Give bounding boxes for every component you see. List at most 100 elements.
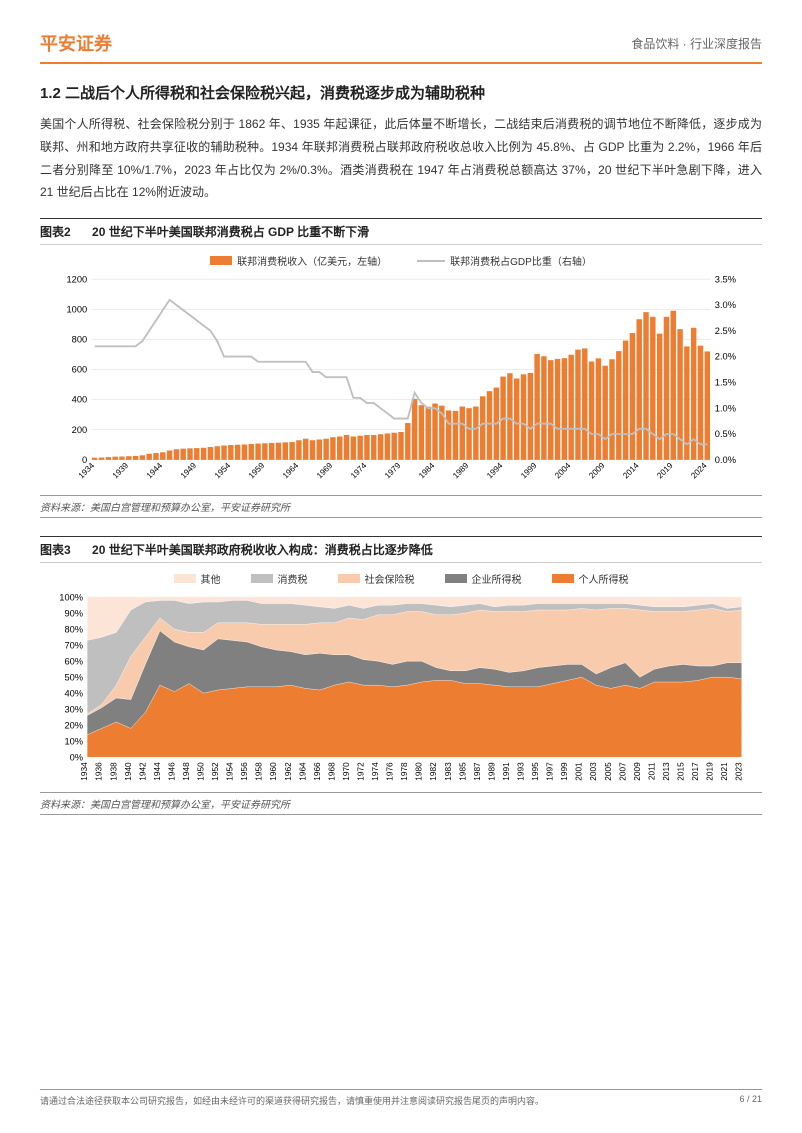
figure-2-source: 资料来源：美国白宫管理和预算办公室，平安证券研究所 [40,495,762,518]
svg-text:1989: 1989 [487,762,496,781]
legend-area-label: 个人所得税 [579,571,629,586]
figure-3-legend: 其他消费税社会保险税企业所得税个人所得税 [50,571,752,586]
svg-text:40%: 40% [64,688,83,698]
svg-text:600: 600 [72,365,88,375]
logo: 平安证券 [40,30,112,56]
svg-text:1948: 1948 [182,762,191,781]
svg-text:2024: 2024 [689,461,709,481]
svg-text:1997: 1997 [546,762,555,781]
svg-text:2014: 2014 [621,461,641,481]
page-header: 平安证券 食品饮料 · 行业深度报告 [40,30,762,64]
figure-2-number: 图表2 [40,225,71,239]
svg-text:1964: 1964 [281,461,301,481]
figure-3: 图表3 20 世纪下半叶美国联邦政府税收收入构成：消费税占比逐步降低 其他 消费税… [40,536,762,815]
svg-text:2.0%: 2.0% [715,352,736,362]
svg-text:1954: 1954 [226,762,235,781]
svg-text:2003: 2003 [589,762,598,781]
svg-text:1984: 1984 [417,461,437,481]
svg-text:1958: 1958 [255,762,264,781]
figure-2: 图表2 20 世纪下半叶美国联邦消费税占 GDP 比重不断下滑 联邦消费税收入（… [40,218,762,518]
svg-text:1989: 1989 [451,461,471,481]
bar-swatch [210,256,232,265]
svg-text:1949: 1949 [179,461,199,481]
legend-area-label: 社会保险税 [365,571,415,586]
svg-text:0.5%: 0.5% [715,429,736,439]
svg-text:1954: 1954 [213,461,233,481]
svg-text:10%: 10% [64,736,83,746]
legend-line-label: 联邦消费税占GDP比重（右轴） [450,253,592,268]
svg-text:60%: 60% [64,656,83,666]
svg-text:70%: 70% [64,640,83,650]
svg-text:1934: 1934 [80,762,89,781]
svg-text:2007: 2007 [618,762,627,781]
svg-text:800: 800 [72,335,88,345]
svg-text:1976: 1976 [386,762,395,781]
section-title: 1.2 二战后个人所得税和社会保险税兴起，消费税逐步成为辅助税种 [40,82,762,103]
svg-text:1979: 1979 [383,461,403,481]
svg-text:1952: 1952 [211,762,220,781]
svg-text:3.5%: 3.5% [715,274,736,284]
legend-area-label: 消费税 [278,571,308,586]
svg-text:2005: 2005 [604,762,613,781]
svg-text:2011: 2011 [647,762,656,780]
section-body: 美国个人所得税、社会保险税分别于 1862 年、1935 年起课征，此后体量不断… [40,113,762,204]
svg-text:1964: 1964 [298,762,307,781]
svg-text:2017: 2017 [691,762,700,781]
svg-text:1982: 1982 [429,762,438,781]
svg-text:30%: 30% [64,704,83,714]
footer-disclaimer: 请通过合法途径获取本公司研究报告，如经由未经许可的渠道获得研究报告，请慎重使用并… [40,1094,544,1107]
svg-text:1.5%: 1.5% [715,378,736,388]
svg-text:1993: 1993 [517,762,526,781]
svg-text:1978: 1978 [400,762,409,781]
svg-text:1946: 1946 [167,762,176,781]
svg-text:2009: 2009 [587,461,607,481]
svg-text:1962: 1962 [284,762,293,781]
svg-text:1991: 1991 [502,762,511,781]
svg-text:200: 200 [72,425,88,435]
svg-text:1972: 1972 [357,762,366,781]
svg-text:1983: 1983 [444,762,453,781]
area-swatch [552,574,574,583]
svg-text:1936: 1936 [95,762,104,781]
svg-text:2019: 2019 [655,461,675,481]
figure-3-chart: 0%10%20%30%40%50%60%70%80%90%100%1934193… [50,592,752,788]
figure-2-legend: 联邦消费税收入（亿美元，左轴） 联邦消费税占GDP比重（右轴） [50,253,752,268]
svg-text:1.0%: 1.0% [715,403,736,413]
svg-text:1959: 1959 [247,461,267,481]
svg-text:2013: 2013 [662,762,671,781]
svg-text:2004: 2004 [553,461,573,481]
svg-text:1987: 1987 [473,762,482,781]
header-category: 食品饮料 · 行业深度报告 [631,35,762,52]
svg-text:2019: 2019 [706,762,715,781]
svg-text:1999: 1999 [519,461,539,481]
svg-text:2001: 2001 [575,762,584,781]
legend-area-label: 其他 [201,571,221,586]
svg-text:0%: 0% [70,752,83,762]
svg-text:20%: 20% [64,720,83,730]
svg-text:1999: 1999 [560,762,569,781]
svg-text:1938: 1938 [109,762,118,781]
svg-text:2.5%: 2.5% [715,326,736,336]
svg-text:0.0%: 0.0% [715,455,736,465]
svg-text:3.0%: 3.0% [715,300,736,310]
svg-text:2023: 2023 [735,762,744,781]
svg-text:1940: 1940 [124,762,133,781]
figure-3-source: 资料来源：美国白宫管理和预算办公室，平安证券研究所 [40,792,762,815]
area-swatch [445,574,467,583]
svg-text:1939: 1939 [111,461,131,481]
footer-page: 6 / 21 [739,1094,762,1107]
area-swatch [338,574,360,583]
svg-text:1969: 1969 [315,461,335,481]
svg-text:2021: 2021 [720,762,729,781]
svg-text:1970: 1970 [342,762,351,781]
figure-2-chart: 0200400600800100012000.0%0.5%1.0%1.5%2.0… [50,274,752,491]
figure-3-title: 20 世纪下半叶美国联邦政府税收收入构成：消费税占比逐步降低 [92,543,433,557]
svg-text:1200: 1200 [67,274,88,284]
area-swatch [251,574,273,583]
svg-text:1980: 1980 [415,762,424,781]
line-swatch [417,260,445,262]
svg-text:2015: 2015 [676,762,685,781]
svg-text:50%: 50% [64,672,83,682]
figure-3-title-row: 图表3 20 世纪下半叶美国联邦政府税收收入构成：消费税占比逐步降低 [40,536,762,563]
figure-3-number: 图表3 [40,543,71,557]
